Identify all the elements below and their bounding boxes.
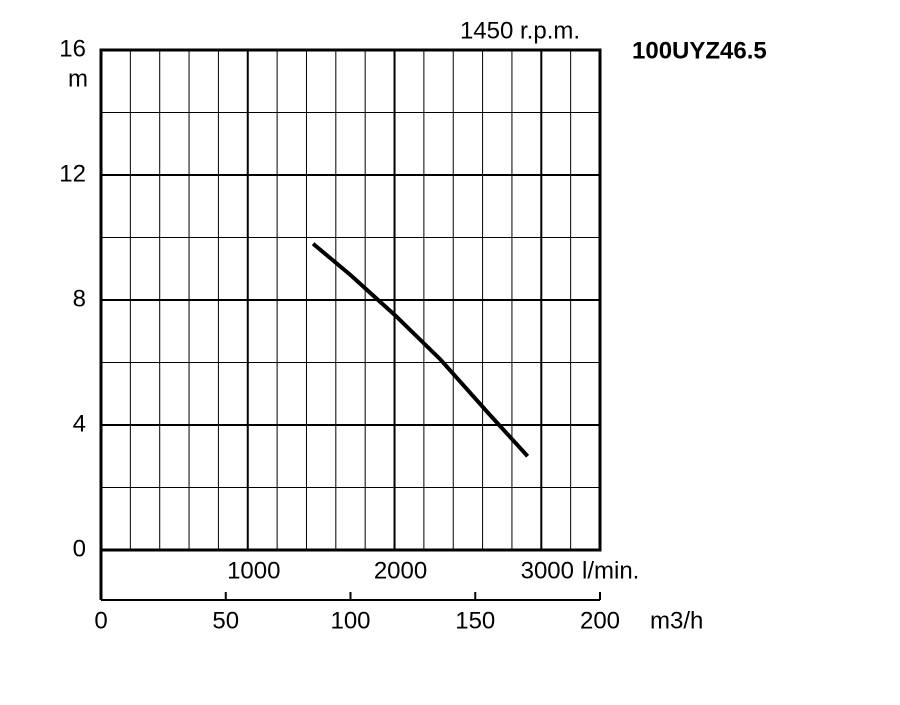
- y-tick-label: 12: [59, 160, 86, 187]
- y-tick-label: 16: [59, 35, 86, 62]
- curve: [311, 242, 530, 458]
- chart-title: 100UYZ46.5: [632, 37, 767, 64]
- x2-tick-label: 1000: [227, 557, 280, 584]
- x-axis-label: m3/h: [650, 607, 703, 634]
- x-tick-label: 50: [212, 607, 239, 634]
- y-axis-label: m: [68, 65, 88, 92]
- y-tick-label: 0: [73, 535, 86, 562]
- y-tick-label: 4: [73, 410, 86, 437]
- x-tick-label: 100: [330, 607, 370, 634]
- x2-tick-label: 3000: [521, 557, 574, 584]
- plot-frame: [99, 48, 602, 552]
- x2-axis-label: l/min.: [582, 557, 639, 584]
- x2-tick-label: 2000: [374, 557, 427, 584]
- y-tick-label: 8: [73, 285, 86, 312]
- x-tick-label: 150: [455, 607, 495, 634]
- x-tick-label: 0: [94, 607, 107, 634]
- chart-subtitle: 1450 r.p.m.: [460, 17, 580, 44]
- x-tick-label: 200: [580, 607, 620, 634]
